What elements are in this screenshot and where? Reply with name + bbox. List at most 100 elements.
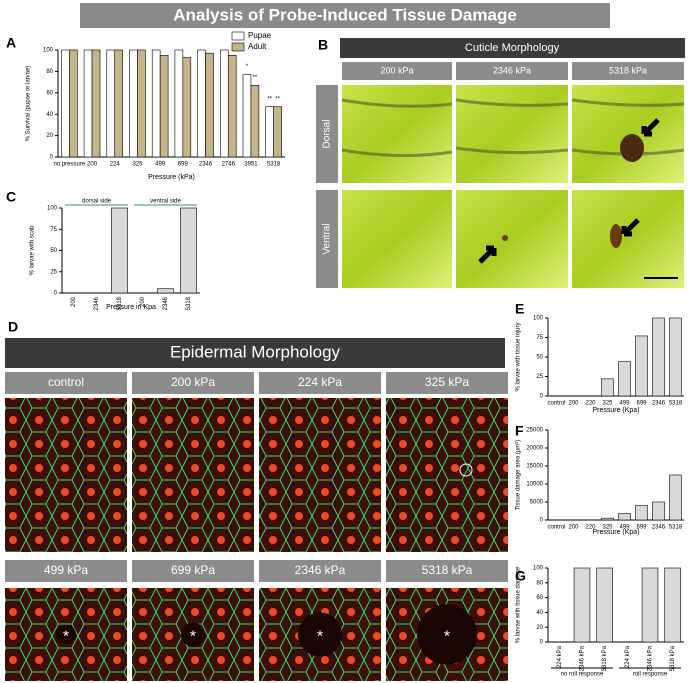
x-tick-label: 5318 [669,525,683,531]
panel-label: G [515,568,526,584]
bar [182,57,192,158]
y-tick-label: 75 [50,227,57,233]
tile-label-box [5,560,127,582]
x-tick-label: 200 [568,525,579,531]
tile-image [5,398,127,552]
x-tick-label: 2346 [652,525,666,531]
x-tick-label: 5318 [186,296,192,310]
cuticle-header: Cuticle Morphology [465,42,560,54]
tile-image [259,398,381,552]
bar [669,474,682,521]
y-axis-label: Tissue damage area (µm²) [516,440,522,511]
y-tick-label: 100 [533,316,544,322]
bar [137,49,146,158]
wound-marker: * [63,629,69,646]
bar [635,505,648,521]
tile-label: 224 kPa [298,375,342,389]
title-bar [80,3,610,28]
y-tick-label: 20000 [526,446,543,452]
x-tick-label: 699 [636,525,647,531]
y-tick-label: 25000 [526,428,543,434]
bar [69,49,78,158]
cuticle-images [341,85,685,288]
bar [250,85,260,158]
header-bar [5,338,505,368]
y-tick-label: 0 [540,518,544,524]
y-tick-label: 5000 [530,500,544,506]
y-axis-label: % larvae with scab [30,225,36,276]
epidermal-header: Epidermal Morphology [170,342,341,361]
panel-label: F [515,423,524,439]
legend-swatch [231,31,245,41]
row-box [316,85,338,183]
y-tick-label: 25 [536,374,543,380]
bar [652,501,665,521]
x-tick-label: 2346 [199,162,213,168]
y-tick-label: 75 [536,335,543,341]
bar [265,106,274,158]
bar [151,49,161,158]
y-tick-label: 100 [47,206,58,212]
tile-label: 325 kPa [425,375,469,389]
x-axis-label: Pressure (kPa) [148,174,195,181]
x-tick-label: no pressure [54,162,86,168]
tile-image [132,398,254,552]
y-tick-label: 15000 [526,464,543,470]
x-tick-label: 499 [619,401,630,407]
tile-image [386,398,508,552]
y-tick-label: 50 [50,248,57,254]
figure-title: Analysis of Probe-Induced Tissue Damage [173,5,517,24]
wound [181,622,205,647]
tile-label: control [48,375,84,389]
legend-label: Pupae [248,31,272,40]
bar [601,378,614,397]
wound [298,612,342,657]
tile-label: 2346 kPa [295,563,346,577]
tile-label-box [386,372,508,394]
group-label: roll response [633,672,668,678]
wound-marker: * [190,629,196,646]
bar [664,567,681,643]
x-axis-label: Pressure (Kpa) [592,407,639,414]
y-tick-label: 25 [50,269,57,275]
bar [618,513,631,521]
x-tick-label: 5318 kPa [602,645,608,671]
panel-label: A [6,35,16,51]
wound [56,624,76,645]
tile-label: 200 kPa [171,375,215,389]
probe-site [459,463,473,477]
y-axis-label: % larvae with tissue damage [516,566,522,643]
x-tick-label: 2346 kPa [580,645,586,671]
x-axis-label: Pressure (Kpa) [592,529,639,536]
y-tick-label: 40 [46,112,53,118]
bar [242,74,252,158]
tile-label-box [259,372,381,394]
bar [227,55,237,158]
tile-label-box [5,372,127,394]
x-tick-label: 200 [568,401,579,407]
x-tick-label: 220 [585,525,596,531]
bar [573,567,591,643]
bar [197,49,206,158]
y-tick-label: 100 [533,566,544,572]
y-tick-label: 100 [43,48,54,54]
x-tick-label: 2346 [94,296,100,310]
bar [157,288,174,294]
row-label: Ventral [322,223,333,254]
x-tick-label: 2746 [222,162,236,168]
x-tick-label: 499 [155,162,166,168]
legend-swatch [231,42,245,52]
bar [635,335,648,397]
bar [273,106,282,158]
x-tick-label: 499 [619,525,630,531]
x-tick-label: 5318 [669,401,683,407]
y-tick-label: 10000 [526,482,543,488]
tile-label-box [132,372,254,394]
wound-marker: * [317,629,323,646]
y-tick-label: 60 [536,595,543,601]
column-label: 5318 kPa [609,65,647,75]
x-tick-label: 220 [585,401,596,407]
bar [61,49,70,158]
x-tick-label: 200 [87,162,98,168]
